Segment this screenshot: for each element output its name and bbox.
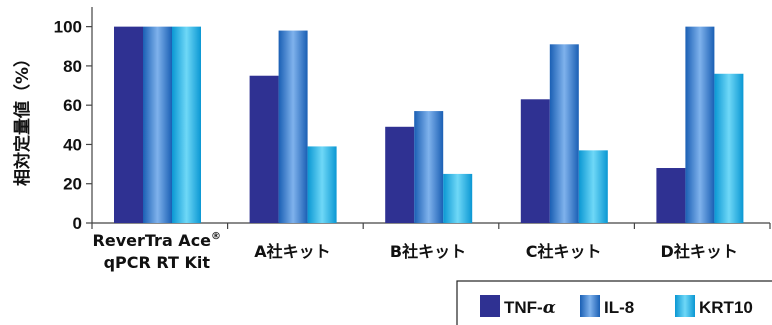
category-labels: ReverTra Ace® qPCR RT Kit A社キット B社キット C社キット D… [93,231,738,272]
bar-krt10-4 [578,150,608,223]
legend: TNF-α IL-8 KRT10 [456,280,772,325]
bar-il-8-2 [278,30,308,224]
y-tick-label: 0 [73,214,82,233]
legend-frame [456,280,772,325]
bar-il-8-3 [414,111,444,223]
category-label: B社キット [390,242,466,261]
legend-swatch [675,295,695,317]
y-tick-label: 60 [63,96,82,115]
y-tick-label: 40 [63,135,82,154]
y-axis-label: 相対定量値（%） [12,50,33,186]
category-label-line2: qPCR RT Kit [104,253,211,272]
y-axis: 0 20 40 60 80 100 [54,7,93,233]
y-tick-label: 100 [54,18,82,37]
legend-swatch [480,295,500,317]
bar-tnf--5 [656,168,686,223]
y-tick-label: 20 [63,175,82,194]
legend-label: TNF-α [504,298,556,318]
category-label: ReverTra Ace® [93,231,221,250]
bar-krt10-5 [714,73,744,223]
legend-swatch [580,295,600,317]
bar-tnf--3 [385,126,415,223]
category-label: C社キット [526,242,602,261]
bars [114,26,744,224]
category-label: D社キット [661,242,738,261]
bar-tnf--4 [520,99,550,223]
category-label: A社キット [254,242,330,261]
legend-label: IL-8 [604,298,634,317]
y-axis-label-group: 相対定量値（%） [12,50,33,186]
bar-tnf--1 [114,26,143,223]
y-tick-label: 80 [63,57,82,76]
bar-il-8-5 [685,26,715,223]
bar-tnf--2 [249,75,279,224]
bar-il-8-1 [143,26,172,223]
x-axis [91,222,771,229]
bar-krt10-2 [307,146,337,223]
legend-label: KRT10 [699,298,753,317]
bar-krt10-1 [172,26,201,223]
bar-il-8-4 [549,44,579,224]
bar-krt10-3 [443,173,473,223]
